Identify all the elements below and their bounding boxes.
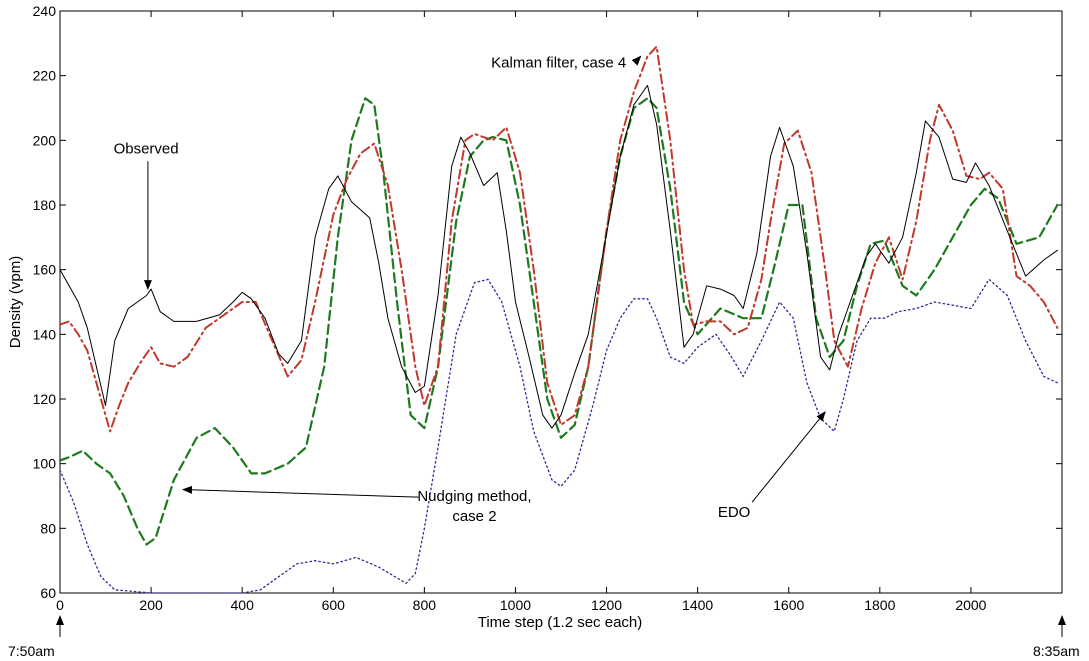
series-layer <box>58 45 1059 594</box>
annotations: Observed Kalman filter, case 4 Nudging met… <box>114 55 826 525</box>
annotation-observed: Observed <box>114 140 179 291</box>
x-axis-title: Time step (1.2 sec each) <box>478 614 643 631</box>
y-tick-label: 80 <box>40 520 56 536</box>
series-edo <box>59 278 1059 594</box>
annotation-kalman-filter-case-4-label: Kalman filter, case 4 <box>491 55 626 72</box>
y-axis-title: Density (vpm) <box>7 256 24 349</box>
annotation-nudging-method-case-2-label: Nudging method, <box>417 488 531 505</box>
y-tick-label: 60 <box>40 585 56 601</box>
x-tick-label: 1600 <box>773 597 804 613</box>
annotation-kalman-filter-case-4: Kalman filter, case 4 <box>491 55 642 72</box>
x-tick-label: 1400 <box>682 597 713 613</box>
x-axis: 0 200 400 600 800 1000 1200 1400 1600 1800 2000 <box>56 11 987 613</box>
y-tick-label: 240 <box>33 3 57 19</box>
annotation-nudging-method-case-2-arrow <box>181 485 419 498</box>
annotation-nudging-method-case-2: Nudging method, case 2 <box>181 485 532 525</box>
x-tick-label: 1200 <box>591 597 622 613</box>
annotation-edo: EDO <box>718 411 826 521</box>
y-tick-label: 120 <box>33 391 57 407</box>
x-tick-label: 200 <box>139 597 163 613</box>
x-tick-label: 1000 <box>500 597 531 613</box>
y-tick-label: 220 <box>33 68 57 84</box>
y-tick-label: 200 <box>33 132 57 148</box>
y-tick-label: 140 <box>33 326 57 342</box>
y-axis: 60 80 100 120 140 160 180 200 220 240 <box>33 3 1062 601</box>
x-tick-label: 400 <box>231 597 255 613</box>
time-label-start: 7:50am <box>8 643 55 659</box>
time-marker-end: 8:35am <box>1033 615 1080 659</box>
series-observed <box>59 84 1058 429</box>
x-tick-label: 0 <box>56 597 64 613</box>
y-tick-label: 180 <box>33 197 57 213</box>
time-label-end: 8:35am <box>1033 643 1080 659</box>
time-marker-start: 7:50am <box>8 615 64 659</box>
annotation-edo-arrow <box>751 411 826 503</box>
annotation-nudging-method-case-2-label-line2: case 2 <box>452 508 496 525</box>
series-nudging-method-case-2 <box>58 97 1059 546</box>
y-tick-label: 160 <box>33 262 57 278</box>
series-kalman-filter-case-4 <box>59 45 1059 433</box>
x-tick-label: 1800 <box>864 597 895 613</box>
annotation-edo-label: EDO <box>718 504 751 521</box>
x-tick-label: 600 <box>322 597 346 613</box>
y-tick-label: 100 <box>33 456 57 472</box>
plot-area <box>59 10 1063 594</box>
x-tick-label: 2000 <box>955 597 986 613</box>
x-tick-label: 800 <box>413 597 437 613</box>
annotation-observed-label: Observed <box>114 140 179 157</box>
annotation-kalman-filter-case-4-arrow <box>631 55 642 66</box>
